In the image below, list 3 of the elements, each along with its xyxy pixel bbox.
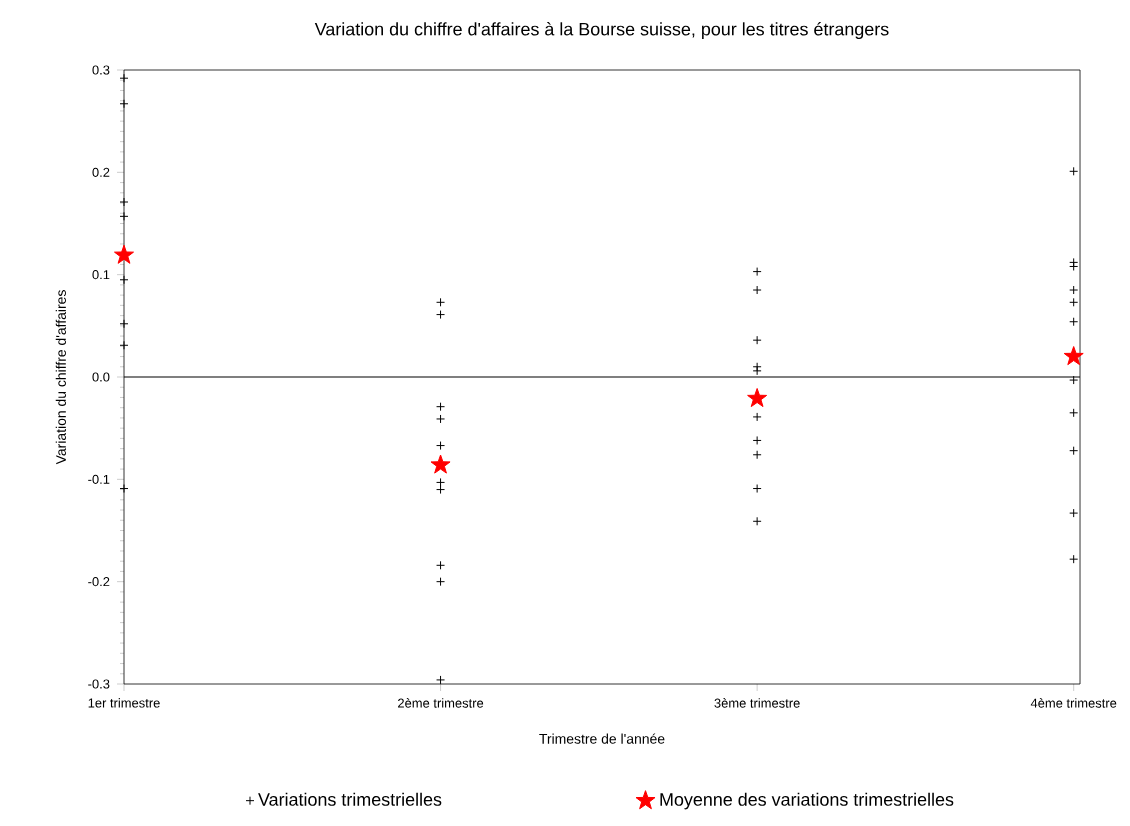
legend-label: Moyenne des variations trimestrielles: [660, 792, 954, 810]
chart-title: Variation du chiffre d'affaires à la Bourse suisse, pour les titres étrangers: [314, 22, 889, 39]
legend-label: Variations trimestrielles: [258, 792, 442, 806]
